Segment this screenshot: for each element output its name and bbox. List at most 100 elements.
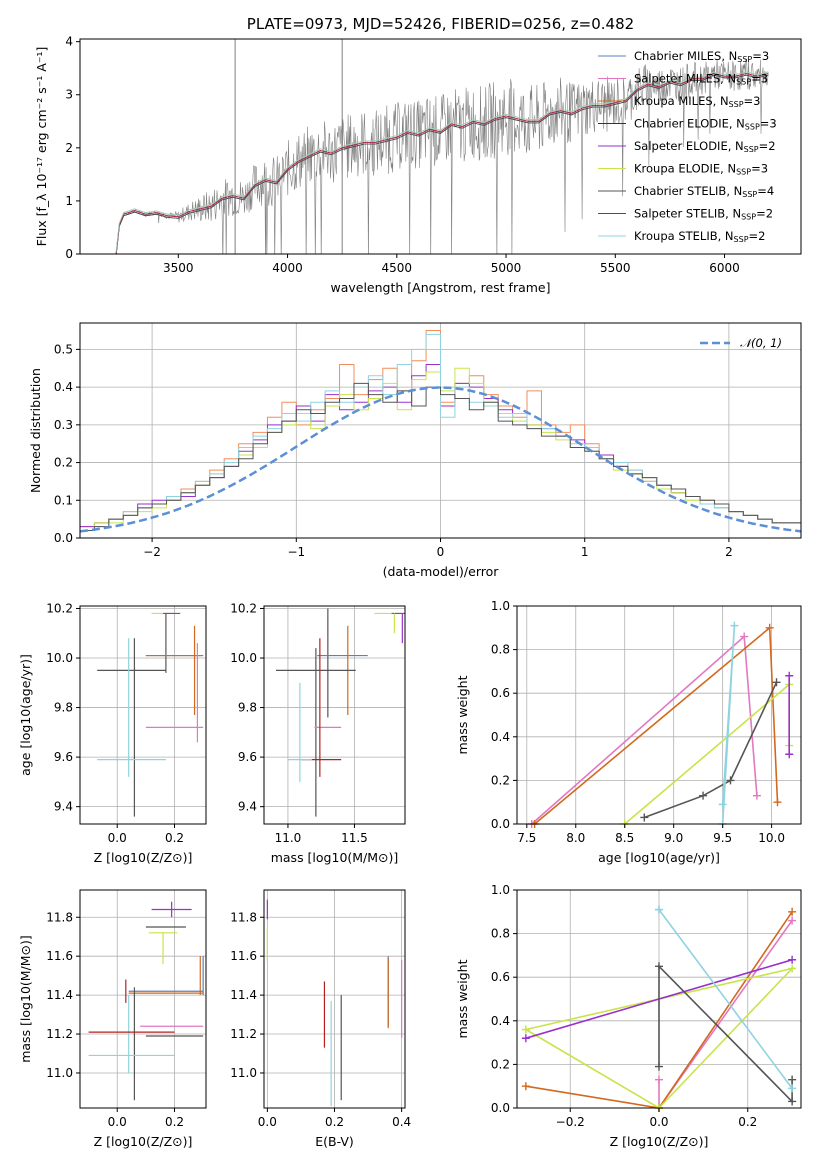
legend: 𝒩(0, 1)	[700, 336, 782, 350]
legend-label: Chabrier MILES, NSSP=3	[634, 49, 769, 64]
x-tick-label: −2	[143, 545, 161, 559]
y-tick-label: 0	[65, 247, 73, 261]
y-tick-label: 0.4	[491, 1014, 510, 1028]
weight-marker	[521, 1025, 530, 1034]
x-axis-label: mass [log10(M/M⊙)]	[271, 850, 399, 865]
x-tick-label: 11.0	[275, 831, 302, 845]
axes-frame	[263, 605, 406, 825]
plot-area	[264, 890, 405, 1108]
y-tick-label: 0.1	[54, 493, 73, 507]
y-tick-label: 0.5	[54, 342, 73, 356]
weight-line	[644, 681, 778, 819]
weight-marker	[730, 621, 739, 630]
y-tick-label: 9.8	[54, 701, 73, 715]
x-tick-label: 9.0	[664, 831, 683, 845]
weight-marker	[788, 964, 797, 973]
y-tick-label: 11.6	[230, 949, 257, 963]
weight-marker	[785, 671, 794, 680]
y-tick-label: 11.8	[46, 910, 73, 924]
weight-marker	[640, 813, 649, 822]
weight-marker	[788, 907, 797, 916]
y-tick-label: 0.2	[491, 1057, 510, 1071]
chart-weight-vs-age: 7.5 8.0 8.5 9.0 9.5 10.0 0.0 0.2 0.4 0.6 0.8 1.0 age…	[455, 599, 802, 865]
plot-area	[80, 890, 206, 1108]
weight-marker	[765, 623, 774, 632]
x-tick-label: 0.2	[325, 1115, 344, 1129]
y-tick-label: 11.4	[230, 988, 257, 1002]
x-tick-label: 10.0	[758, 831, 785, 845]
legend-label: Kroupa MILES, NSSP=3	[634, 94, 760, 109]
weight-marker	[699, 791, 708, 800]
x-axis-label: (data-model)/error	[383, 564, 500, 579]
y-tick-label: 3	[65, 88, 73, 102]
legend-label: Kroupa ELODIE, NSSP=3	[634, 162, 768, 177]
x-tick-label: 4000	[272, 261, 303, 275]
y-tick-label: 0.0	[491, 1101, 510, 1115]
weight-line	[721, 625, 736, 825]
x-tick-label: 0.2	[165, 1115, 184, 1129]
y-tick-label: 0.4	[54, 380, 73, 394]
chart-mass-vs-Z: 0.0 0.2 11.0 11.2 11.4 11.6 11.8 Z [log10(Z/Z⊙)…	[18, 889, 207, 1149]
y-tick-label: 10.0	[230, 651, 257, 665]
residual-histogram	[80, 333, 801, 531]
weight-marker	[655, 905, 663, 914]
axes-frame	[79, 605, 207, 825]
x-tick-label: 0.2	[738, 1115, 757, 1129]
y-tick-label: 0.3	[54, 418, 73, 432]
plot-area	[115, 39, 769, 254]
y-tick-label: 0.6	[491, 970, 510, 984]
axes-frame	[79, 38, 802, 255]
y-tick-label: 9.8	[238, 701, 257, 715]
y-tick-label: 1.0	[491, 599, 510, 613]
legend-label: 𝒩(0, 1)	[740, 336, 782, 350]
x-axis-label: Z [log10(Z/Z⊙)]	[94, 1134, 193, 1149]
legend-label: Chabrier ELODIE, NSSP=3	[634, 117, 777, 132]
x-axis-label: Z [log10(Z/Z⊙)]	[610, 1134, 709, 1149]
axes-frame	[79, 889, 207, 1109]
x-tick-label: 6000	[709, 261, 740, 275]
weight-marker	[788, 1097, 797, 1106]
legend-label: Salpeter MILES, NSSP=3	[634, 72, 768, 87]
x-tick-label: −0.2	[556, 1115, 585, 1129]
y-axis-label: mass weight	[455, 675, 470, 754]
chart-mass-vs-EBV: 0.0 0.2 0.4 11.0 11.2 11.4 11.6 11.8 E(B-V)	[230, 889, 411, 1149]
legend-label: Salpeter STELIB, NSSP=2	[634, 207, 773, 222]
x-axis-label: E(B-V)	[315, 1134, 354, 1149]
weight-marker	[726, 776, 735, 785]
x-tick-label: 8.0	[566, 831, 585, 845]
y-tick-label: 11.2	[230, 1027, 257, 1041]
legend-label: Salpeter ELODIE, NSSP=2	[634, 139, 776, 154]
chart-spectrum: Chabrier MILES, NSSP=3 Salpeter MILES, NS…	[34, 15, 802, 295]
weight-lines	[521, 905, 797, 1112]
weight-marker	[788, 955, 797, 964]
weight-marker	[740, 632, 749, 641]
y-tick-label: 0.2	[491, 773, 510, 787]
weight-marker	[788, 1075, 797, 1084]
x-tick-label: 0.0	[649, 1115, 668, 1129]
y-tick-label: 0.4	[491, 730, 510, 744]
plot-area	[80, 323, 801, 538]
y-tick-label: 10.2	[46, 601, 73, 615]
y-tick-label: 11.8	[230, 910, 257, 924]
y-tick-label: 0.6	[491, 686, 510, 700]
y-tick-label: 2	[65, 141, 73, 155]
y-axis-label: Flux [f_λ 10⁻¹⁷ erg cm⁻² s⁻¹ A⁻¹]	[34, 47, 49, 247]
y-tick-label: 11.0	[46, 1066, 73, 1080]
y-tick-label: 0.0	[54, 531, 73, 545]
y-tick-label: 4	[65, 35, 73, 49]
x-tick-label: 0	[437, 545, 445, 559]
x-tick-label: 3500	[163, 261, 194, 275]
x-axis-label: age [log10(age/yr)]	[598, 850, 720, 865]
plot-area	[517, 606, 801, 824]
y-tick-label: 1.0	[491, 883, 510, 897]
chart-age-vs-mass: 11.0 11.5 9.4 9.6 9.8 10.0 10.2 mass [log10(M/M…	[230, 601, 406, 865]
model-spectrum	[115, 71, 769, 253]
x-tick-label: 0.4	[392, 1115, 411, 1129]
x-tick-label: 5000	[491, 261, 522, 275]
weight-marker	[521, 1082, 530, 1091]
weight-marker	[655, 962, 663, 971]
chart-age-vs-Z: 0.0 0.2 9.4 9.6 9.8 10.0 10.2 Z [log10(Z/Z⊙)] ag…	[18, 601, 207, 865]
x-axis-label: Z [log10(Z/Z⊙)]	[94, 850, 193, 865]
legend-label: Chabrier STELIB, NSSP=4	[634, 184, 774, 199]
